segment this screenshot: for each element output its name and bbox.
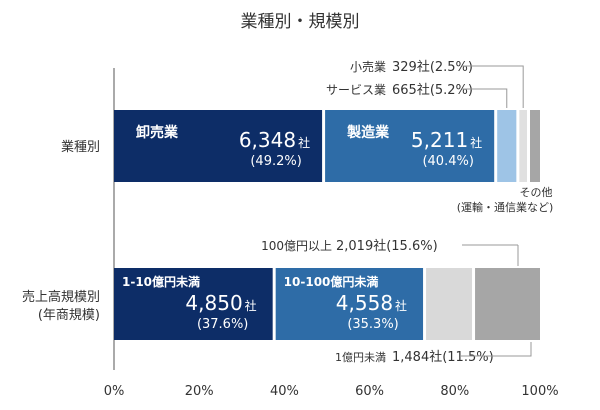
segment-count-label: 6,348 bbox=[239, 128, 296, 152]
x-tick-label: 100% bbox=[521, 384, 558, 399]
x-tick-label: 0% bbox=[104, 384, 125, 399]
bar-segment bbox=[114, 268, 273, 340]
segment-name-label: 卸売業 bbox=[136, 124, 179, 141]
segment-unit-label: 社 bbox=[298, 135, 310, 150]
segment-name-label: 10-100億円未満 bbox=[284, 274, 379, 289]
segment-unit-label: 社 bbox=[470, 135, 482, 150]
bar-segment bbox=[497, 110, 517, 182]
callout-name-label: 100億円以上 bbox=[261, 239, 332, 253]
callout-line bbox=[461, 342, 532, 357]
segment-pct-label: (35.3%) bbox=[347, 317, 398, 332]
segment-count-label: 4,558 bbox=[336, 291, 393, 315]
row-sublabel: (年商規模) bbox=[38, 308, 100, 323]
segment-unit-label: 社 bbox=[245, 298, 257, 313]
chart-title: 業種別・規模別 bbox=[241, 12, 360, 32]
segment-pct-label: (40.4%) bbox=[422, 154, 473, 169]
callout-name-label: その他 bbox=[520, 186, 553, 199]
x-tick-label: 40% bbox=[270, 384, 299, 399]
x-tick-label: 80% bbox=[440, 384, 469, 399]
callout-value-label: 2,019社(15.6%) bbox=[336, 238, 438, 254]
segment-pct-label: (49.2%) bbox=[250, 154, 301, 169]
segment-pct-label: (37.6%) bbox=[197, 317, 248, 332]
bar-segment bbox=[275, 268, 424, 340]
segment-count-label: 5,211 bbox=[411, 128, 468, 152]
callout-name-label: 小売業 bbox=[350, 59, 386, 74]
callout-value-label: 1,484社(11.5%) bbox=[392, 349, 494, 365]
callout-line bbox=[462, 65, 524, 108]
row-label: 売上高規模別 bbox=[22, 289, 100, 305]
bar-segment bbox=[325, 110, 495, 182]
callout-value-label: 665社(5.2%) bbox=[392, 82, 473, 98]
callout-value-label: 329社(2.5%) bbox=[392, 59, 473, 75]
callout-sub-label: (運輸・通信業など) bbox=[457, 200, 554, 214]
segment-name-label: 1-10億円未満 bbox=[122, 274, 200, 289]
bar-segment bbox=[519, 110, 527, 182]
bar-segment bbox=[114, 110, 323, 182]
callout-name-label: 1億円未満 bbox=[335, 351, 386, 364]
bar-segment bbox=[475, 268, 540, 340]
segment-name-label: 製造業 bbox=[346, 124, 390, 141]
segment-unit-label: 社 bbox=[395, 298, 407, 313]
callout-name-label: サービス業 bbox=[326, 83, 386, 97]
segment-count-label: 4,850 bbox=[185, 291, 242, 315]
x-tick-label: 60% bbox=[355, 384, 384, 399]
callout-line bbox=[462, 88, 508, 108]
row-label: 業種別 bbox=[61, 139, 100, 155]
bar-segment bbox=[426, 268, 473, 340]
x-tick-label: 20% bbox=[185, 384, 214, 399]
bar-segment bbox=[529, 110, 540, 182]
